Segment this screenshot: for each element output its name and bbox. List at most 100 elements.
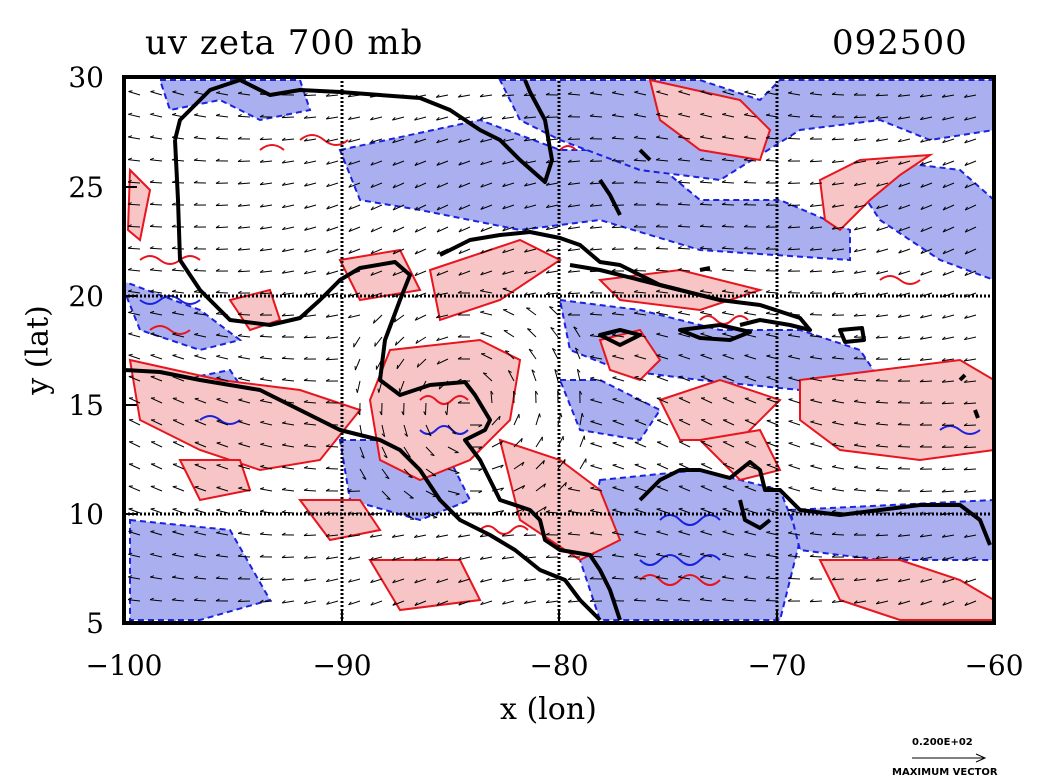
wind-vector-head <box>853 313 858 317</box>
wind-vector-head <box>150 332 155 335</box>
wind-vector-head <box>238 486 243 489</box>
wind-vector <box>546 292 559 295</box>
wind-vector <box>590 335 603 338</box>
wind-vector-head <box>281 377 286 381</box>
wind-vector <box>237 115 251 118</box>
wind-vector-head <box>545 509 550 513</box>
wind-vector-head <box>700 310 705 313</box>
wind-vector-head <box>919 336 924 340</box>
wind-vector-head <box>193 158 198 161</box>
wind-vector <box>590 92 603 96</box>
wind-vector <box>678 333 691 338</box>
wind-vector-head <box>436 272 440 276</box>
wind-vector-head <box>408 475 413 479</box>
wind-vector-head <box>788 420 793 422</box>
wind-vector <box>832 248 845 252</box>
wind-vector-head <box>414 139 418 144</box>
wind-vector-head <box>237 333 242 337</box>
wind-vector <box>304 248 317 253</box>
wind-vector <box>127 225 141 228</box>
wind-vector <box>876 182 889 187</box>
wind-vector-head <box>423 411 426 416</box>
wind-vector <box>875 401 889 404</box>
wind-vector-head <box>281 248 286 252</box>
wind-vector <box>876 445 889 448</box>
wind-vector-head <box>567 114 572 118</box>
wind-vector-head <box>655 289 660 292</box>
wind-vector-head <box>655 597 660 601</box>
wind-vector <box>590 399 603 404</box>
wind-vector-head <box>480 289 485 292</box>
wind-vector-head <box>128 375 133 377</box>
wind-vector <box>150 508 163 514</box>
wind-vector <box>326 314 339 318</box>
wind-vector <box>678 376 691 382</box>
wind-vector <box>491 464 504 470</box>
wind-vector-head <box>964 184 968 189</box>
wind-vector-head <box>831 312 836 316</box>
wind-vector-head <box>392 161 396 166</box>
wind-vector-head <box>524 249 528 253</box>
wind-vector-head <box>567 181 572 186</box>
wind-vector-head <box>326 249 330 254</box>
wind-vector-head <box>700 552 705 555</box>
wind-vector-head <box>577 368 581 373</box>
wind-vector <box>128 113 141 118</box>
wind-vector-head <box>325 511 330 514</box>
wind-vector <box>876 160 889 165</box>
wind-vector-head <box>325 357 330 361</box>
wind-vector <box>172 136 185 140</box>
wind-vector <box>194 398 207 404</box>
wind-vector <box>259 578 273 581</box>
wind-vector-head <box>722 375 727 378</box>
wind-vector-head <box>150 507 155 510</box>
wind-vector-head <box>765 158 770 161</box>
wind-vector <box>920 116 933 121</box>
wind-vector <box>656 312 669 316</box>
wind-vector-head <box>457 356 462 360</box>
wind-vector <box>875 490 889 492</box>
wind-vector <box>942 182 955 189</box>
wind-vector-head <box>392 250 396 255</box>
wind-vector-head <box>942 228 946 233</box>
wind-vector <box>348 292 361 297</box>
wind-vector <box>128 91 141 96</box>
wind-vector <box>172 463 185 470</box>
wind-vector-head <box>633 158 638 161</box>
wind-vector-head <box>964 315 968 319</box>
wind-vector-head <box>370 116 374 121</box>
wind-vector-head <box>414 162 418 166</box>
wind-vector-head <box>809 576 814 580</box>
wind-vector <box>128 463 141 470</box>
wind-vector <box>414 160 427 166</box>
wind-vector <box>370 226 383 233</box>
wind-vector-head <box>444 411 448 416</box>
wind-vector-head <box>787 553 792 557</box>
wind-vector <box>700 576 713 580</box>
wind-vector-head <box>809 312 814 316</box>
wind-vector-head <box>721 267 726 271</box>
wind-vector <box>458 116 471 121</box>
wind-vector <box>172 486 185 492</box>
wind-vector <box>810 421 823 426</box>
wind-vector <box>414 138 427 144</box>
wind-vector <box>436 116 449 121</box>
wind-vector-head <box>943 625 945 628</box>
x-axis-label: x (lon) <box>500 692 597 727</box>
wind-vector-head <box>325 93 330 97</box>
wind-vector-head <box>810 509 815 512</box>
wind-vector-head <box>535 390 539 395</box>
wind-vector <box>171 269 185 272</box>
wind-vector <box>612 532 625 536</box>
wind-vector <box>215 226 229 229</box>
wind-vector <box>172 441 185 448</box>
wind-vector <box>875 534 889 537</box>
wind-vector <box>458 226 471 233</box>
wind-vector <box>436 94 449 98</box>
wind-vector <box>480 556 493 560</box>
wind-vector <box>416 358 427 368</box>
wind-vector-head <box>919 534 924 538</box>
wind-vector-head <box>502 271 506 275</box>
wind-vector <box>128 269 141 272</box>
wind-vector <box>656 136 669 140</box>
